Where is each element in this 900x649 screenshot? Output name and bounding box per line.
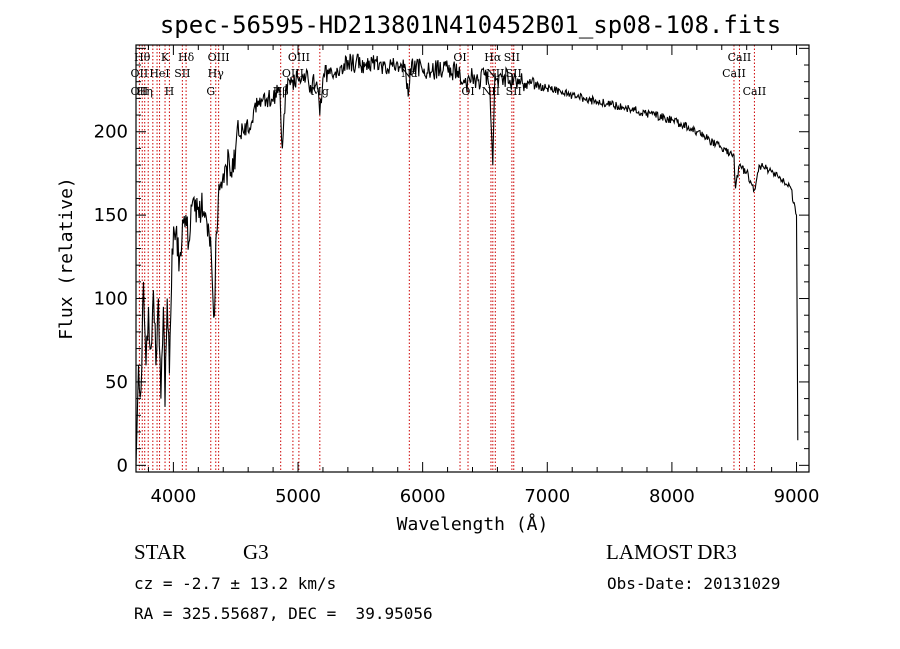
- object-subclass: G3: [243, 540, 269, 564]
- y-tick-label: 150: [94, 205, 128, 226]
- x-tick-label: 8000: [649, 486, 695, 507]
- line-label: OII: [131, 67, 149, 80]
- spectrum-line: [135, 53, 799, 466]
- y-tick-label: 50: [105, 372, 128, 393]
- line-label: Mg: [311, 85, 329, 98]
- line-label: SII: [506, 85, 522, 98]
- line-label: SII: [174, 67, 190, 80]
- observation-date: Obs-Date: 20131029: [607, 574, 781, 593]
- line-label: Hα: [484, 51, 502, 64]
- plot-frame: [135, 44, 810, 473]
- x-tick-label: 6000: [400, 486, 446, 507]
- survey-label: LAMOST DR3: [606, 540, 737, 564]
- line-label: Hγ: [208, 67, 225, 80]
- line-label: Hη: [137, 85, 153, 98]
- line-label: OIII: [208, 51, 230, 64]
- line-label: NII: [482, 85, 500, 98]
- y-axis-label: Flux (relative): [56, 177, 77, 340]
- line-label: K: [161, 51, 170, 64]
- line-label: OIII: [282, 67, 304, 80]
- chart-title: spec-56595-HD213801N410452B01_sp08-108.f…: [160, 11, 781, 39]
- y-tick-label: 200: [94, 122, 128, 143]
- y-tick-label: 100: [94, 289, 128, 310]
- line-label: CaII: [743, 85, 767, 98]
- line-label: HeI: [149, 67, 169, 80]
- line-label: OI: [453, 51, 466, 64]
- object-class: STAR: [134, 540, 186, 564]
- coordinates: RA = 325.55687, DEC = 39.95056: [134, 604, 433, 623]
- line-label: G: [206, 85, 215, 98]
- line-label: CaII: [728, 51, 752, 64]
- x-axis-label: Wavelength (Å): [397, 513, 549, 535]
- x-tick-label: 5000: [275, 486, 321, 507]
- line-label: H: [165, 85, 175, 98]
- line-label: Hδ: [178, 51, 195, 64]
- line-label: OII: [131, 85, 149, 98]
- x-tick-label: 9000: [774, 486, 820, 507]
- line-label: SII: [504, 51, 520, 64]
- redshift-velocity: cz = -2.7 ± 13.2 km/s: [134, 574, 337, 593]
- line-label: OI: [461, 85, 474, 98]
- line-label: SII: [506, 67, 522, 80]
- line-label: OIII: [288, 51, 310, 64]
- line-label: CaII: [722, 67, 746, 80]
- x-tick-label: 7000: [524, 486, 570, 507]
- line-label: Hθ: [134, 51, 151, 64]
- x-tick-label: 4000: [150, 486, 196, 507]
- y-tick-label: 0: [117, 455, 128, 476]
